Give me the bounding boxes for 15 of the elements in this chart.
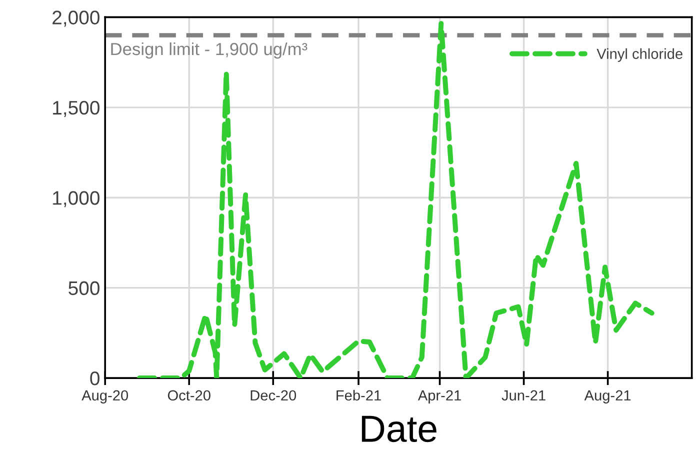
x-tick-label: Aug-21 bbox=[584, 390, 631, 404]
x-axis-title: Date bbox=[362, 416, 436, 442]
x-tick-label: Oct-20 bbox=[168, 390, 210, 401]
x-tick-label: Feb-21 bbox=[336, 390, 381, 401]
ref-line-label: Design limit - 1,900 ug/m³ bbox=[111, 42, 308, 59]
y-tick-label: 1,500 bbox=[53, 100, 100, 117]
y-tick-label: 500 bbox=[68, 281, 100, 296]
x-tick-label: Dec-20 bbox=[250, 390, 296, 401]
x-tick-label: Apr-21 bbox=[418, 390, 461, 404]
y-tick-label: 1,000 bbox=[53, 191, 100, 208]
x-tick-label: Jun-21 bbox=[502, 390, 546, 401]
y-tick-label: 2,000 bbox=[52, 10, 100, 27]
legend-label: Vinyl chloride bbox=[596, 48, 682, 62]
x-tick-label: Aug-20 bbox=[82, 390, 128, 404]
y-tick-label: 0 bbox=[90, 372, 100, 386]
